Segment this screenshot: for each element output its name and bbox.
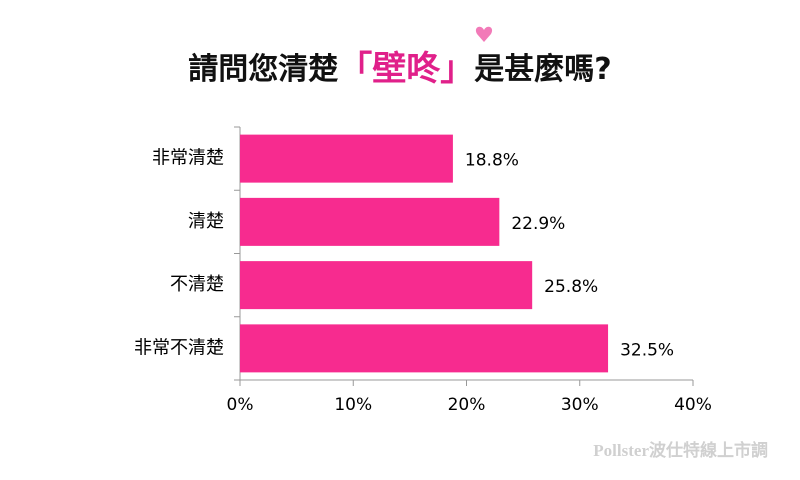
chart-title: 請問您清楚「壁咚」是甚麼嗎? bbox=[188, 49, 611, 89]
x-tick-label: 40% bbox=[674, 395, 712, 415]
bar bbox=[240, 261, 533, 310]
bar bbox=[240, 197, 500, 246]
value-label: 32.5% bbox=[620, 340, 674, 360]
value-label: 22.9% bbox=[511, 214, 565, 234]
x-tick-label: 20% bbox=[448, 395, 486, 415]
title-segment: 是甚麼嗎? bbox=[474, 52, 611, 87]
y-tick-label: 清楚 bbox=[188, 211, 224, 232]
y-tick-label: 不清楚 bbox=[170, 274, 224, 295]
y-tick-label: 非常不清楚 bbox=[134, 337, 224, 358]
title-segment: 請問您清楚 bbox=[188, 52, 338, 87]
x-tick-label: 0% bbox=[227, 395, 254, 415]
value-label: 25.8% bbox=[544, 277, 598, 297]
value-label: 18.8% bbox=[465, 151, 519, 171]
bar bbox=[240, 324, 609, 373]
watermark: Pollster波仕特線上市調 bbox=[593, 440, 768, 460]
bar bbox=[240, 134, 453, 183]
heart-icon bbox=[475, 26, 493, 42]
y-tick-label: 非常清楚 bbox=[152, 148, 224, 169]
x-tick-label: 30% bbox=[561, 395, 599, 415]
x-tick-label: 10% bbox=[334, 395, 372, 415]
title-segment: 「壁咚」 bbox=[338, 49, 474, 89]
